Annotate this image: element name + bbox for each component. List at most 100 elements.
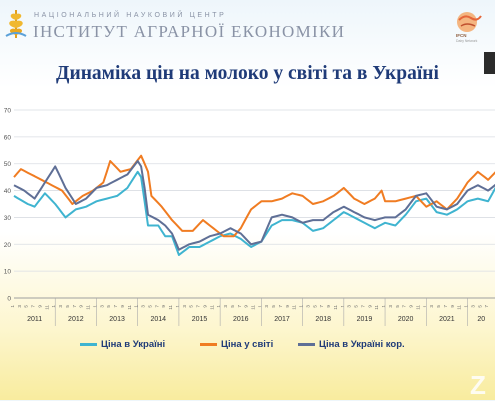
month-tick-label: 11 — [292, 305, 297, 310]
month-tick-label: 5 — [354, 305, 359, 308]
month-tick-label: 1 — [340, 305, 345, 308]
year-label: 2011 — [27, 316, 42, 323]
slide-title: Динаміка цін на молоко у світі та в Укра… — [56, 63, 439, 84]
month-tick-label: 7 — [278, 305, 283, 308]
month-tick-label: 9 — [285, 305, 290, 308]
ifcn-logo-icon — [457, 12, 482, 32]
y-tick-label: 0 — [7, 296, 11, 303]
month-tick-label: 1 — [92, 305, 97, 308]
month-tick-label: 7 — [196, 305, 201, 308]
year-label: 2020 — [398, 316, 414, 323]
month-tick-label: 7 — [402, 305, 407, 308]
month-tick-label: 9 — [409, 305, 414, 308]
month-tick-label: 5 — [230, 305, 235, 308]
year-label: 2019 — [357, 316, 373, 323]
month-tick-label: 11 — [333, 305, 338, 310]
year-label: 2016 — [233, 316, 249, 323]
month-tick-label: 9 — [244, 305, 249, 308]
month-tick-label: 3 — [429, 305, 434, 308]
month-tick-label: 9 — [450, 305, 455, 308]
month-tick-label: 1 — [10, 305, 15, 308]
month-tick-label: 3 — [470, 305, 475, 308]
month-tick-label: 3 — [141, 305, 146, 308]
year-label: 2015 — [192, 316, 208, 323]
month-tick-label: 3 — [58, 305, 63, 308]
month-tick-label: 11 — [168, 305, 173, 310]
month-tick-label: 7 — [31, 305, 36, 308]
month-tick-label: 3 — [305, 305, 310, 308]
month-tick-label: 7 — [237, 305, 242, 308]
month-tick-label: 7 — [113, 305, 118, 308]
series-line-ukraine_cor — [13, 160, 495, 251]
month-tick-label: 3 — [17, 305, 22, 308]
month-tick-label: 5 — [147, 305, 152, 308]
month-tick-label: 5 — [24, 305, 29, 308]
month-tick-label: 11 — [44, 305, 49, 310]
legend-swatch-ukraine — [80, 343, 97, 346]
year-label: 2021 — [439, 316, 455, 323]
legend-label-world: Ціна у світі — [221, 339, 274, 350]
month-tick-label: 7 — [360, 305, 365, 308]
partner-logo-text: IFCN — [456, 33, 467, 38]
legend-item-ukraine: Ціна в Україні — [80, 339, 165, 350]
month-tick-label: 1 — [464, 305, 469, 308]
watermark-logo: Z — [470, 370, 486, 400]
month-tick-label: 11 — [251, 305, 256, 310]
org-line1: НАЦІОНАЛЬНИЙ НАУКОВИЙ ЦЕНТР — [34, 12, 227, 19]
month-tick-label: 5 — [271, 305, 276, 308]
month-tick-label: 5 — [65, 305, 70, 308]
month-tick-label: 9 — [37, 305, 42, 308]
month-tick-label: 7 — [72, 305, 77, 308]
month-tick-label: 1 — [299, 305, 304, 308]
legend-item-ukraine-cor: Ціна в Україні кор. — [298, 339, 405, 350]
year-label: 2018 — [315, 316, 331, 323]
year-label: 2017 — [274, 316, 290, 323]
month-tick-label: 11 — [457, 305, 462, 310]
month-tick-label: 1 — [51, 305, 56, 308]
y-tick-label: 50 — [4, 161, 12, 168]
month-tick-label: 9 — [161, 305, 166, 308]
chart-legend: Ціна в Україні Ціна у світі Ціна в Украї… — [0, 339, 495, 353]
month-tick-label: 7 — [154, 305, 159, 308]
y-tick-label: 20 — [4, 242, 12, 249]
month-tick-label: 3 — [182, 305, 187, 308]
month-tick-label: 11 — [209, 305, 214, 310]
month-tick-label: 11 — [86, 305, 91, 310]
month-tick-label: 5 — [312, 305, 317, 308]
year-label: 20 — [477, 316, 485, 323]
month-tick-label: 5 — [477, 305, 482, 308]
month-tick-label: 11 — [415, 305, 420, 310]
month-tick-label: 3 — [223, 305, 228, 308]
month-tick-label: 9 — [326, 305, 331, 308]
legend-item-world: Ціна у світі — [200, 339, 273, 350]
month-tick-label: 3 — [99, 305, 104, 308]
header: НАЦІОНАЛЬНИЙ НАУКОВИЙ ЦЕНТР ІНСТИТУТ АГР… — [0, 0, 495, 52]
legend-label-ukraine: Ціна в Україні — [101, 339, 166, 350]
y-tick-label: 40 — [4, 188, 12, 195]
wheat-logo-icon — [5, 10, 27, 38]
month-tick-label: 7 — [443, 305, 448, 308]
y-tick-label: 60 — [4, 134, 12, 141]
month-tick-label: 5 — [436, 305, 441, 308]
legend-label-ukraine-cor: Ціна в Україні кор. — [319, 339, 405, 350]
month-tick-label: 1 — [381, 305, 386, 308]
month-tick-label: 1 — [175, 305, 180, 308]
year-label: 2012 — [68, 316, 84, 323]
month-tick-label: 3 — [347, 305, 352, 308]
month-tick-label: 5 — [106, 305, 111, 308]
corner-overlay — [484, 52, 495, 74]
y-tick-label: 30 — [4, 215, 12, 222]
month-tick-label: 5 — [189, 305, 194, 308]
year-label: 2014 — [151, 316, 167, 323]
month-tick-label: 11 — [374, 305, 379, 310]
org-line2: ІНСТИТУТ АГРАРНОЇ ЕКОНОМІКИ — [33, 22, 346, 41]
month-tick-label: 3 — [388, 305, 393, 308]
month-tick-label: 9 — [367, 305, 372, 308]
legend-swatch-world — [200, 343, 217, 346]
month-tick-label: 1 — [422, 305, 427, 308]
month-tick-label: 1 — [134, 305, 139, 308]
month-tick-label: 7 — [484, 305, 489, 308]
month-tick-label: 1 — [216, 305, 221, 308]
month-tick-label: 7 — [319, 305, 324, 308]
